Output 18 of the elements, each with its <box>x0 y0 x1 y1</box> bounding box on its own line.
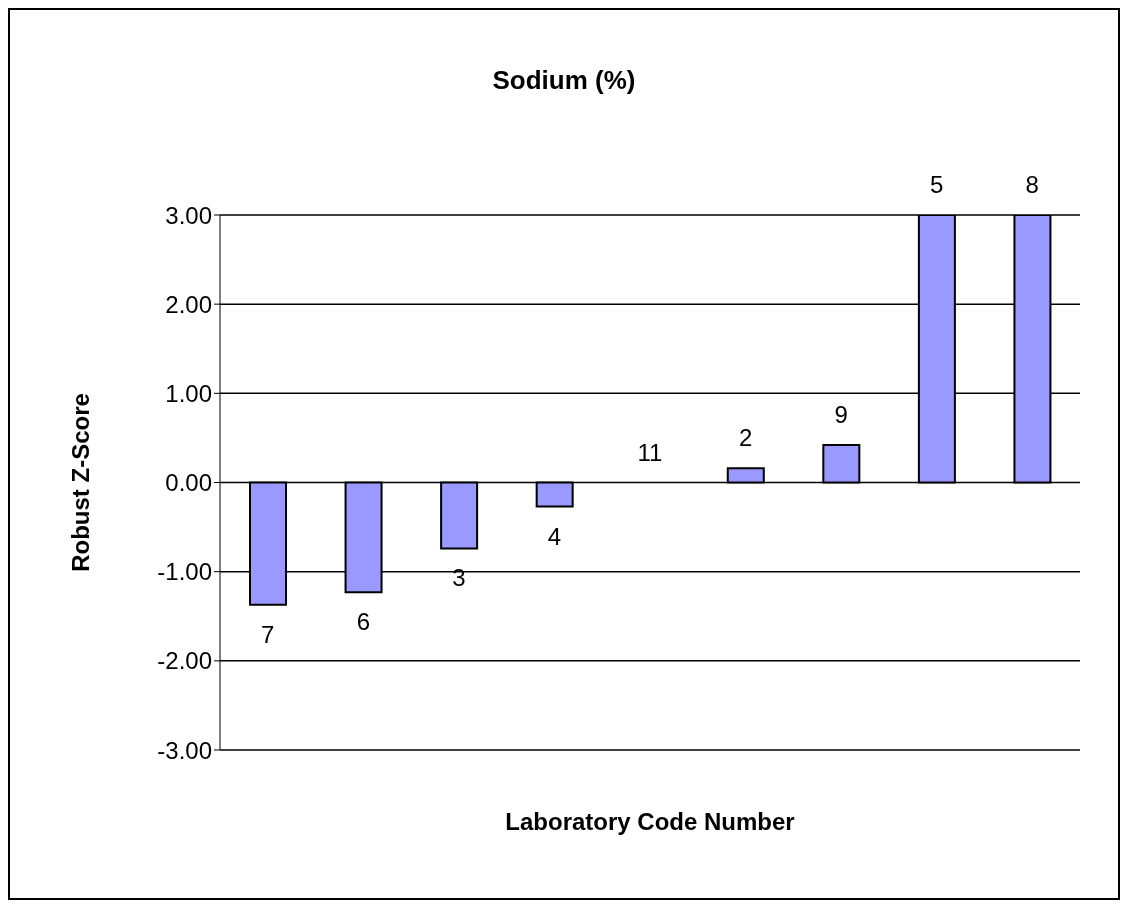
y-axis-title: Robust Z-Score <box>66 393 94 572</box>
x-tick-label: 2 <box>738 424 753 452</box>
x-tick-label: 8 <box>1025 171 1039 198</box>
y-tick-label: 2.00 <box>165 290 212 318</box>
y-tick-label: 3.00 <box>165 201 212 229</box>
x-tick-label: 9 <box>834 401 848 429</box>
y-tick-label: -2.00 <box>157 647 212 675</box>
y-tick-label: -3.00 <box>157 736 212 764</box>
chart-title: Sodium (%) <box>491 65 637 96</box>
y-tick-label: -1.00 <box>157 558 212 586</box>
x-tick-label: 4 <box>547 522 562 550</box>
y-tick-label: 1.00 <box>165 379 212 407</box>
x-tick-label: 6 <box>356 608 371 636</box>
y-tick-label: 0.00 <box>165 469 212 497</box>
x-tick-label: 5 <box>929 171 944 198</box>
x-axis-title: Laboratory Code Number <box>505 808 795 835</box>
x-tick-label: 7 <box>261 620 275 648</box>
x-tick-label: 11 <box>637 438 663 466</box>
